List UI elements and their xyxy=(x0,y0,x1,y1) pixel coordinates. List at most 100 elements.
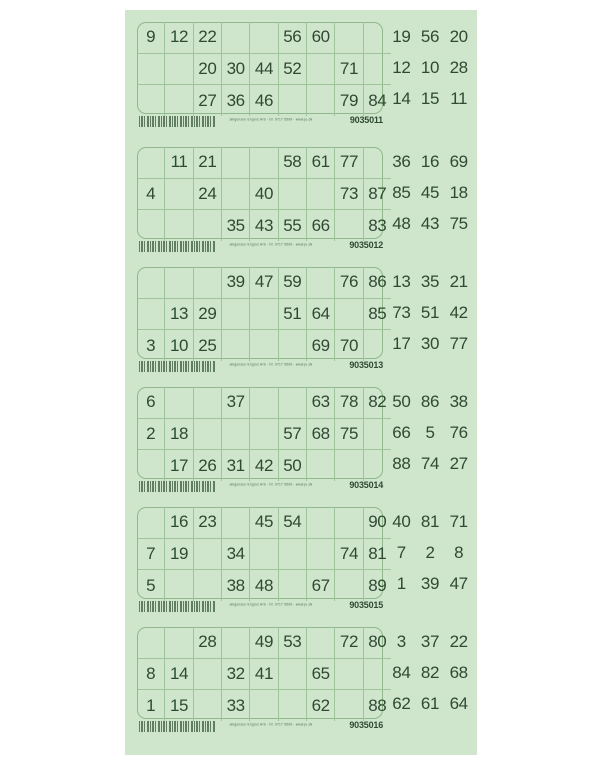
grid-cell-number: 11 xyxy=(164,147,194,179)
grid-cell-empty xyxy=(249,537,279,571)
ticket-number-grid: 28 49 53 72 80 8 14 32 41 65 1 15 33 62 88 xyxy=(137,627,391,721)
grid-cell-number: 49 xyxy=(249,627,279,659)
grid-cell-number: 89 xyxy=(362,569,391,601)
grid-cell-number: 86 xyxy=(362,267,391,299)
grid-cell-number: 9 xyxy=(137,22,166,54)
grid-cell-empty xyxy=(334,297,364,331)
ticket-number-grid: 16 23 45 54 90 7 19 34 74 81 5 38 48 67 89 xyxy=(137,507,391,601)
grid-cell-empty xyxy=(277,689,307,721)
ticket-number-grid: 9 12 22 56 60 20 30 44 52 71 27 36 46 79 84 xyxy=(137,22,391,116)
bingo-ticket: 16 23 45 54 90 7 19 34 74 81 5 38 48 67 89 40 81 71 7 2 8 1 39… xyxy=(125,495,477,615)
grid-cell-number: 31 xyxy=(220,449,251,481)
grid-cell-empty xyxy=(164,84,194,116)
grid-cell-empty xyxy=(362,449,391,481)
grid-cell-number: 37 xyxy=(220,387,251,419)
side-row: 1 39 47 xyxy=(387,568,473,599)
grid-cell-number: 75 xyxy=(334,417,364,451)
ticket-serial-number: 9035011 xyxy=(349,115,383,125)
bingo-ticket: 6 37 63 78 82 2 18 57 68 75 17 26 31 42 50 50 86 38 66 5 76 8… xyxy=(125,375,477,495)
grid-cell-empty xyxy=(164,177,194,211)
side-row: 85 45 18 xyxy=(387,178,473,209)
side-row: 66 5 76 xyxy=(387,418,473,449)
grid-row: 17 26 31 42 50 xyxy=(137,449,391,481)
grid-cell-number: 7 xyxy=(137,537,166,571)
side-cell-number: 74 xyxy=(420,453,440,473)
grid-cell-empty xyxy=(334,657,364,691)
grid-cell-empty xyxy=(305,267,336,299)
grid-cell-number: 1 xyxy=(137,689,166,721)
grid-cell-number: 36 xyxy=(220,84,251,116)
side-cell-number: 11 xyxy=(450,88,468,108)
grid-cell-empty xyxy=(277,387,307,419)
grid-cell-number: 17 xyxy=(164,449,194,481)
grid-cell-number: 64 xyxy=(305,297,336,331)
grid-cell-empty xyxy=(334,449,364,481)
grid-cell-empty xyxy=(137,52,166,86)
side-row: 48 43 75 xyxy=(387,208,473,239)
grid-cell-number: 82 xyxy=(362,387,391,419)
grid-row: 8 14 32 41 65 xyxy=(137,657,391,691)
grid-cell-number: 27 xyxy=(192,84,222,116)
bingo-ticket-sheet: 9 12 22 56 60 20 30 44 52 71 27 36 46 79 84 19 56 20 12 10 2… xyxy=(125,10,477,755)
side-cell-number: 51 xyxy=(420,302,440,322)
grid-row: 16 23 45 54 90 xyxy=(137,507,391,539)
barcode-icon xyxy=(139,721,215,732)
grid-cell-number: 24 xyxy=(192,177,222,211)
grid-cell-number: 23 xyxy=(192,507,222,539)
grid-cell-empty xyxy=(220,22,251,54)
grid-cell-empty xyxy=(192,657,222,691)
grid-cell-number: 3 xyxy=(137,329,166,361)
grid-cell-empty xyxy=(164,387,194,419)
side-cell-number: 35 xyxy=(420,272,440,292)
ticket-serial-number: 9035016 xyxy=(349,720,383,730)
side-cell-number: 73 xyxy=(392,302,411,322)
grid-cell-empty xyxy=(192,209,222,241)
grid-cell-number: 50 xyxy=(277,449,307,481)
side-cell-number: 64 xyxy=(449,693,469,713)
grid-cell-empty xyxy=(305,627,336,659)
side-cell-number: 82 xyxy=(420,662,440,682)
side-cell-number: 76 xyxy=(449,422,469,442)
grid-cell-empty xyxy=(249,147,279,179)
grid-cell-number: 6 xyxy=(137,387,166,419)
grid-cell-empty xyxy=(220,147,251,179)
side-cell-number: 71 xyxy=(449,512,469,532)
grid-cell-number: 79 xyxy=(334,84,364,116)
grid-cell-number: 62 xyxy=(305,689,336,721)
ticket-side-numbers: 36 16 69 85 45 18 48 43 75 xyxy=(387,147,473,239)
grid-row: 9 12 22 56 60 xyxy=(137,22,391,54)
side-row: 84 82 68 xyxy=(387,658,473,689)
grid-cell-empty xyxy=(249,689,279,721)
grid-cell-number: 76 xyxy=(334,267,364,299)
grid-cell-number: 18 xyxy=(164,417,194,451)
grid-cell-empty xyxy=(164,267,194,299)
grid-row: 39 47 59 76 86 xyxy=(137,267,391,299)
grid-cell-empty xyxy=(192,689,222,721)
grid-cell-empty xyxy=(137,627,166,659)
grid-cell-empty xyxy=(249,22,279,54)
grid-cell-empty xyxy=(277,657,307,691)
publisher-imprint-text: Jørgensen Engros A/S - tlf. 9717 5599 - … xyxy=(229,482,313,487)
grid-cell-number: 48 xyxy=(249,569,279,601)
grid-cell-number: 44 xyxy=(249,52,279,86)
grid-cell-number: 71 xyxy=(334,52,364,86)
grid-cell-number: 29 xyxy=(192,297,222,331)
side-cell-number: 40 xyxy=(392,512,411,532)
side-cell-number: 75 xyxy=(449,213,469,233)
grid-cell-empty xyxy=(164,569,194,601)
grid-cell-number: 87 xyxy=(362,177,391,211)
side-row: 17 30 77 xyxy=(387,328,473,359)
grid-cell-empty xyxy=(192,267,222,299)
grid-cell-number: 39 xyxy=(220,267,251,299)
grid-cell-number: 35 xyxy=(220,209,251,241)
grid-cell-number: 58 xyxy=(277,147,307,179)
grid-cell-number: 8 xyxy=(137,657,166,691)
ticket-footer: Jørgensen Engros A/S - tlf. 9717 5599 - … xyxy=(137,599,383,613)
grid-cell-number: 47 xyxy=(249,267,279,299)
grid-cell-empty xyxy=(305,449,336,481)
grid-cell-number: 43 xyxy=(249,209,279,241)
grid-cell-number: 34 xyxy=(220,537,251,571)
grid-cell-number: 80 xyxy=(362,627,391,659)
grid-cell-number: 85 xyxy=(362,297,391,331)
side-cell-number: 16 xyxy=(420,152,440,172)
